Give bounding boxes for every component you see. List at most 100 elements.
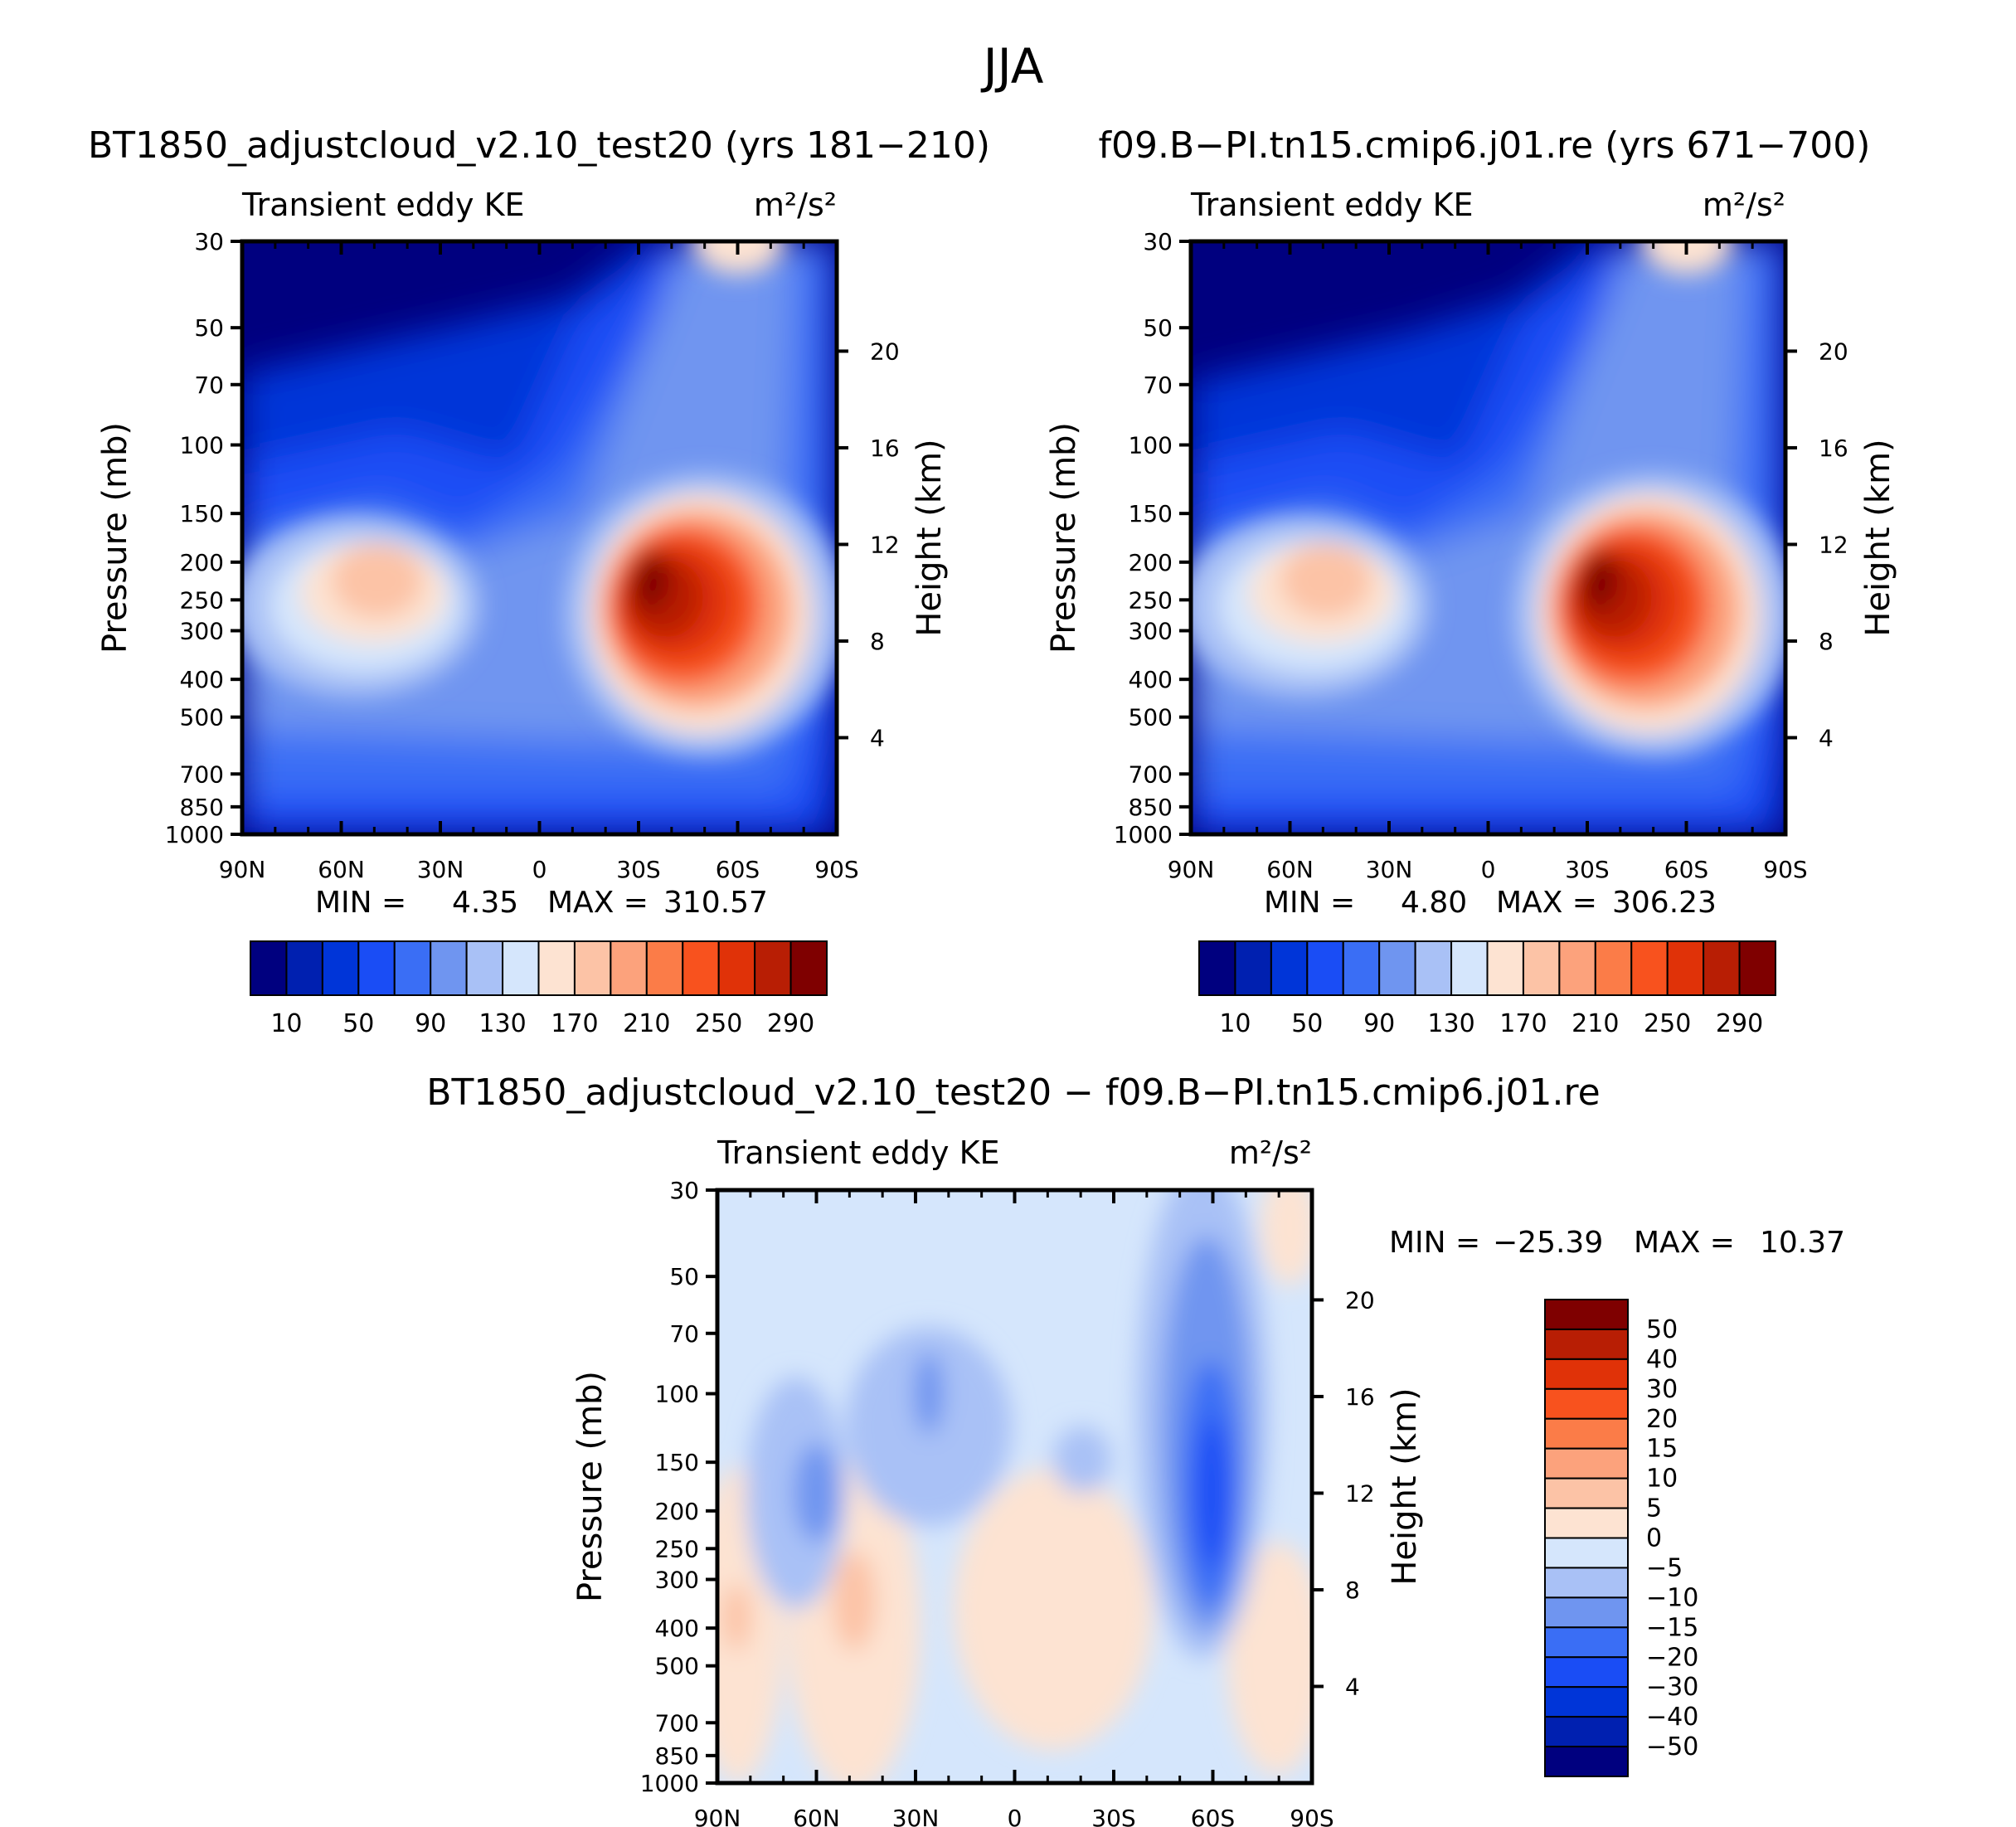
- stats-max-label: MAX =: [1634, 1226, 1735, 1260]
- colorbar: 10 50 90 130 170 210 250 290: [250, 940, 828, 1038]
- colorbar-swatch: [1450, 940, 1489, 996]
- y-tick-label: 1000: [165, 821, 224, 848]
- variable-label: Transient eddy KE: [717, 1135, 1000, 1171]
- colorbar-swatch: [465, 940, 504, 996]
- colorbar-label: 130: [1427, 1009, 1474, 1038]
- colorbar-swatch: [1342, 940, 1381, 996]
- y-tick-label: 250: [1129, 586, 1173, 614]
- y-tick-label: 850: [655, 1742, 699, 1770]
- colorbar-label: 90: [415, 1009, 446, 1038]
- y-tick-label: 300: [180, 618, 224, 645]
- y-axis-label: Pressure (mb): [96, 422, 134, 654]
- colorbar-swatch: [1544, 1477, 1629, 1509]
- colorbar-swatch: [1544, 1596, 1629, 1629]
- y2-tick-label: 16: [870, 435, 900, 462]
- x-tick-label: 90S: [1763, 856, 1807, 883]
- y2-tick-label: 4: [1819, 724, 1834, 751]
- y2-tick-label: 12: [1345, 1480, 1375, 1507]
- colorbar-swatch: [645, 940, 684, 996]
- colorbar-swatch: [1544, 1626, 1629, 1659]
- colorbar-swatch: [1544, 1417, 1629, 1450]
- y-tick-label: 50: [194, 314, 224, 342]
- colorbar-swatch: [1486, 940, 1524, 996]
- x-tick-label: 60S: [1664, 856, 1708, 883]
- colorbar-swatch: [321, 940, 360, 996]
- colorbar-swatch: [1558, 940, 1596, 996]
- x-tick-label: 60N: [318, 856, 365, 883]
- y-tick-label: 400: [655, 1615, 699, 1642]
- x-tick-label: 90N: [694, 1805, 741, 1827]
- y2-axis-label: Height (km): [1859, 439, 1897, 636]
- x-tick-label: 30N: [417, 856, 464, 883]
- colorbar-swatch: [1544, 1507, 1629, 1539]
- colorbar-swatch: [537, 940, 576, 996]
- x-tick-label: 30S: [1565, 856, 1609, 883]
- colorbar-swatch: [393, 940, 432, 996]
- y2-tick-label: 4: [870, 724, 885, 751]
- colorbar-label: 10: [270, 1009, 302, 1038]
- colorbar-swatch: [1594, 940, 1633, 996]
- variable-label: Transient eddy KE: [1190, 187, 1474, 223]
- panel-title: BT1850_adjustcloud_v2.10_test20 (yrs 181…: [88, 124, 990, 167]
- y-tick-label: 300: [1129, 618, 1173, 645]
- units-label: m²/s²: [1229, 1135, 1312, 1171]
- y-tick-label: 200: [180, 549, 224, 576]
- colorbar-swatch: [1544, 1567, 1629, 1599]
- y-tick-label: 850: [180, 794, 224, 821]
- stats-max-value: 306.23: [1612, 886, 1717, 920]
- colorbar-label: −50: [1646, 1732, 1698, 1761]
- stats-min-value: 4.80: [1401, 886, 1467, 920]
- colorbar-swatch: [1544, 1387, 1629, 1420]
- y2-tick-label: 12: [870, 531, 900, 558]
- colorbar-swatch: [1544, 1299, 1629, 1330]
- colorbar-label: 250: [1644, 1009, 1691, 1038]
- x-tick-label: 60S: [1191, 1805, 1235, 1827]
- y-tick-label: 70: [194, 372, 224, 399]
- y2-tick-label: 20: [870, 338, 900, 365]
- y-tick-label: 850: [1129, 794, 1173, 821]
- colorbar-label: −5: [1646, 1553, 1683, 1582]
- stats-min-value: −25.39: [1493, 1226, 1603, 1260]
- y-tick-label: 700: [1129, 760, 1173, 788]
- y2-tick-label: 16: [1345, 1383, 1375, 1411]
- y-tick-label: 150: [180, 500, 224, 527]
- colorbar-label: 20: [1646, 1405, 1678, 1434]
- colorbar-swatch: [1703, 940, 1741, 996]
- colorbar-swatch: [1544, 1447, 1629, 1480]
- colorbar-swatch: [1544, 1716, 1629, 1748]
- colorbar-swatch: [1544, 1656, 1629, 1689]
- y2-tick-label: 12: [1819, 531, 1848, 558]
- page-title: JJA: [981, 38, 1044, 95]
- colorbar-swatch: [1378, 940, 1416, 996]
- x-tick-label: 30N: [1366, 856, 1413, 883]
- colorbar-label: −40: [1646, 1703, 1698, 1732]
- panel-top-right: f09.B−PI.tn15.cmip6.j01.re (yrs 671−700)…: [1045, 124, 1897, 1038]
- y-tick-label: 500: [180, 704, 224, 731]
- y-tick-label: 250: [180, 586, 224, 614]
- y2-tick-label: 20: [1345, 1286, 1375, 1314]
- y2-axis-label: Height (km): [1386, 1387, 1424, 1585]
- y-tick-label: 70: [669, 1320, 699, 1348]
- colorbar-label: 170: [1499, 1009, 1547, 1038]
- colorbar-label: 170: [551, 1009, 598, 1038]
- colorbar-label: 5: [1646, 1494, 1662, 1523]
- x-tick-label: 30S: [1091, 1805, 1135, 1827]
- y-tick-label: 1000: [1114, 821, 1173, 848]
- colorbar: 10 50 90 130 170 210 250 290: [1198, 940, 1776, 1038]
- colorbar-label: 40: [1646, 1345, 1678, 1374]
- colorbar-swatch: [285, 940, 323, 996]
- y2-tick-label: 8: [870, 628, 885, 655]
- y2-tick-label: 20: [1819, 338, 1848, 365]
- y2-tick-label: 8: [1819, 628, 1834, 655]
- colorbar-swatch: [1666, 940, 1705, 996]
- colorbar-swatch: [1522, 940, 1561, 996]
- contour-field: [1191, 241, 1785, 834]
- y-tick-label: 50: [1143, 314, 1173, 342]
- x-tick-label: 90N: [1168, 856, 1215, 883]
- stats-min-label: MIN =: [315, 886, 406, 920]
- y-tick-label: 1000: [640, 1770, 699, 1797]
- colorbar-label: 50: [1646, 1315, 1678, 1344]
- colorbar-swatch: [1414, 940, 1453, 996]
